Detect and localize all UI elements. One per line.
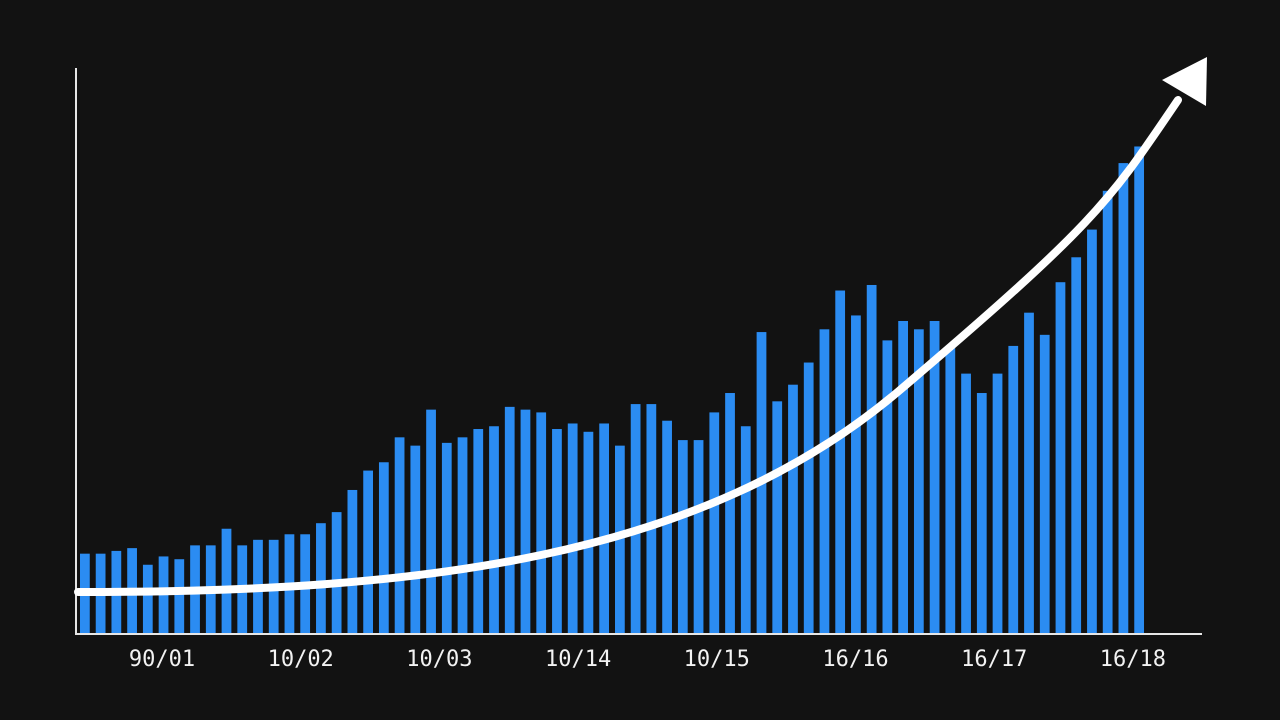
bar (677, 440, 688, 634)
bar (929, 320, 940, 634)
bar (898, 320, 908, 634)
bar (662, 420, 672, 634)
bar (945, 345, 956, 634)
bar (504, 406, 515, 634)
bar (221, 528, 232, 634)
trend-arrow-curve (74, 96, 1182, 596)
bar (174, 559, 185, 634)
x-tick-label: 10/15 (684, 647, 750, 672)
bar (913, 329, 924, 634)
bar (457, 437, 468, 634)
bar (426, 409, 436, 634)
bar (1055, 282, 1066, 634)
bar (835, 290, 846, 634)
bar (473, 429, 484, 634)
x-tick-label: 10/02 (268, 647, 334, 672)
bar (520, 409, 531, 634)
bar (536, 412, 547, 634)
bar (976, 393, 987, 634)
bar (615, 445, 625, 634)
bar (693, 440, 704, 634)
bar (394, 437, 405, 634)
bar (1024, 312, 1034, 634)
bar (646, 404, 657, 634)
bar (331, 512, 342, 634)
bar (1134, 146, 1145, 635)
bar (363, 470, 373, 634)
x-tick-label: 10/14 (545, 647, 611, 672)
x-tick-labels: 90/01 10/02 10/03 10/14 10/15 16/16 16/17 16/18 (129, 647, 1166, 672)
bar (961, 373, 971, 634)
bar (740, 426, 751, 634)
bar (772, 401, 783, 634)
bar (866, 284, 877, 634)
bar (441, 442, 452, 634)
bar (1071, 257, 1082, 634)
bar (583, 431, 594, 634)
bar (1008, 345, 1019, 634)
bar (1039, 334, 1050, 634)
bar (410, 445, 421, 634)
x-tick-label: 16/16 (822, 647, 888, 672)
bar (788, 384, 798, 634)
bar (142, 564, 153, 634)
bar (1118, 163, 1129, 634)
x-tick-label: 10/03 (406, 647, 472, 672)
bar (378, 462, 389, 634)
bar (552, 429, 562, 634)
x-tick-label: 90/01 (129, 647, 195, 672)
bar (1102, 190, 1113, 635)
bar (819, 329, 830, 634)
bar (851, 315, 861, 634)
bar (882, 340, 893, 634)
bar (709, 412, 720, 634)
bar (347, 489, 358, 634)
bar (567, 423, 578, 634)
bar (630, 404, 641, 634)
x-tick-label: 16/18 (1100, 647, 1166, 672)
bar (489, 426, 499, 634)
bar (803, 362, 814, 634)
bars-group (80, 146, 1145, 635)
bar (599, 423, 610, 634)
bar (1087, 229, 1097, 634)
bar (992, 373, 1003, 634)
bar (316, 523, 326, 634)
trend-arrow-head (1162, 57, 1207, 106)
bar (725, 393, 735, 634)
x-tick-label: 16/17 (961, 647, 1027, 672)
